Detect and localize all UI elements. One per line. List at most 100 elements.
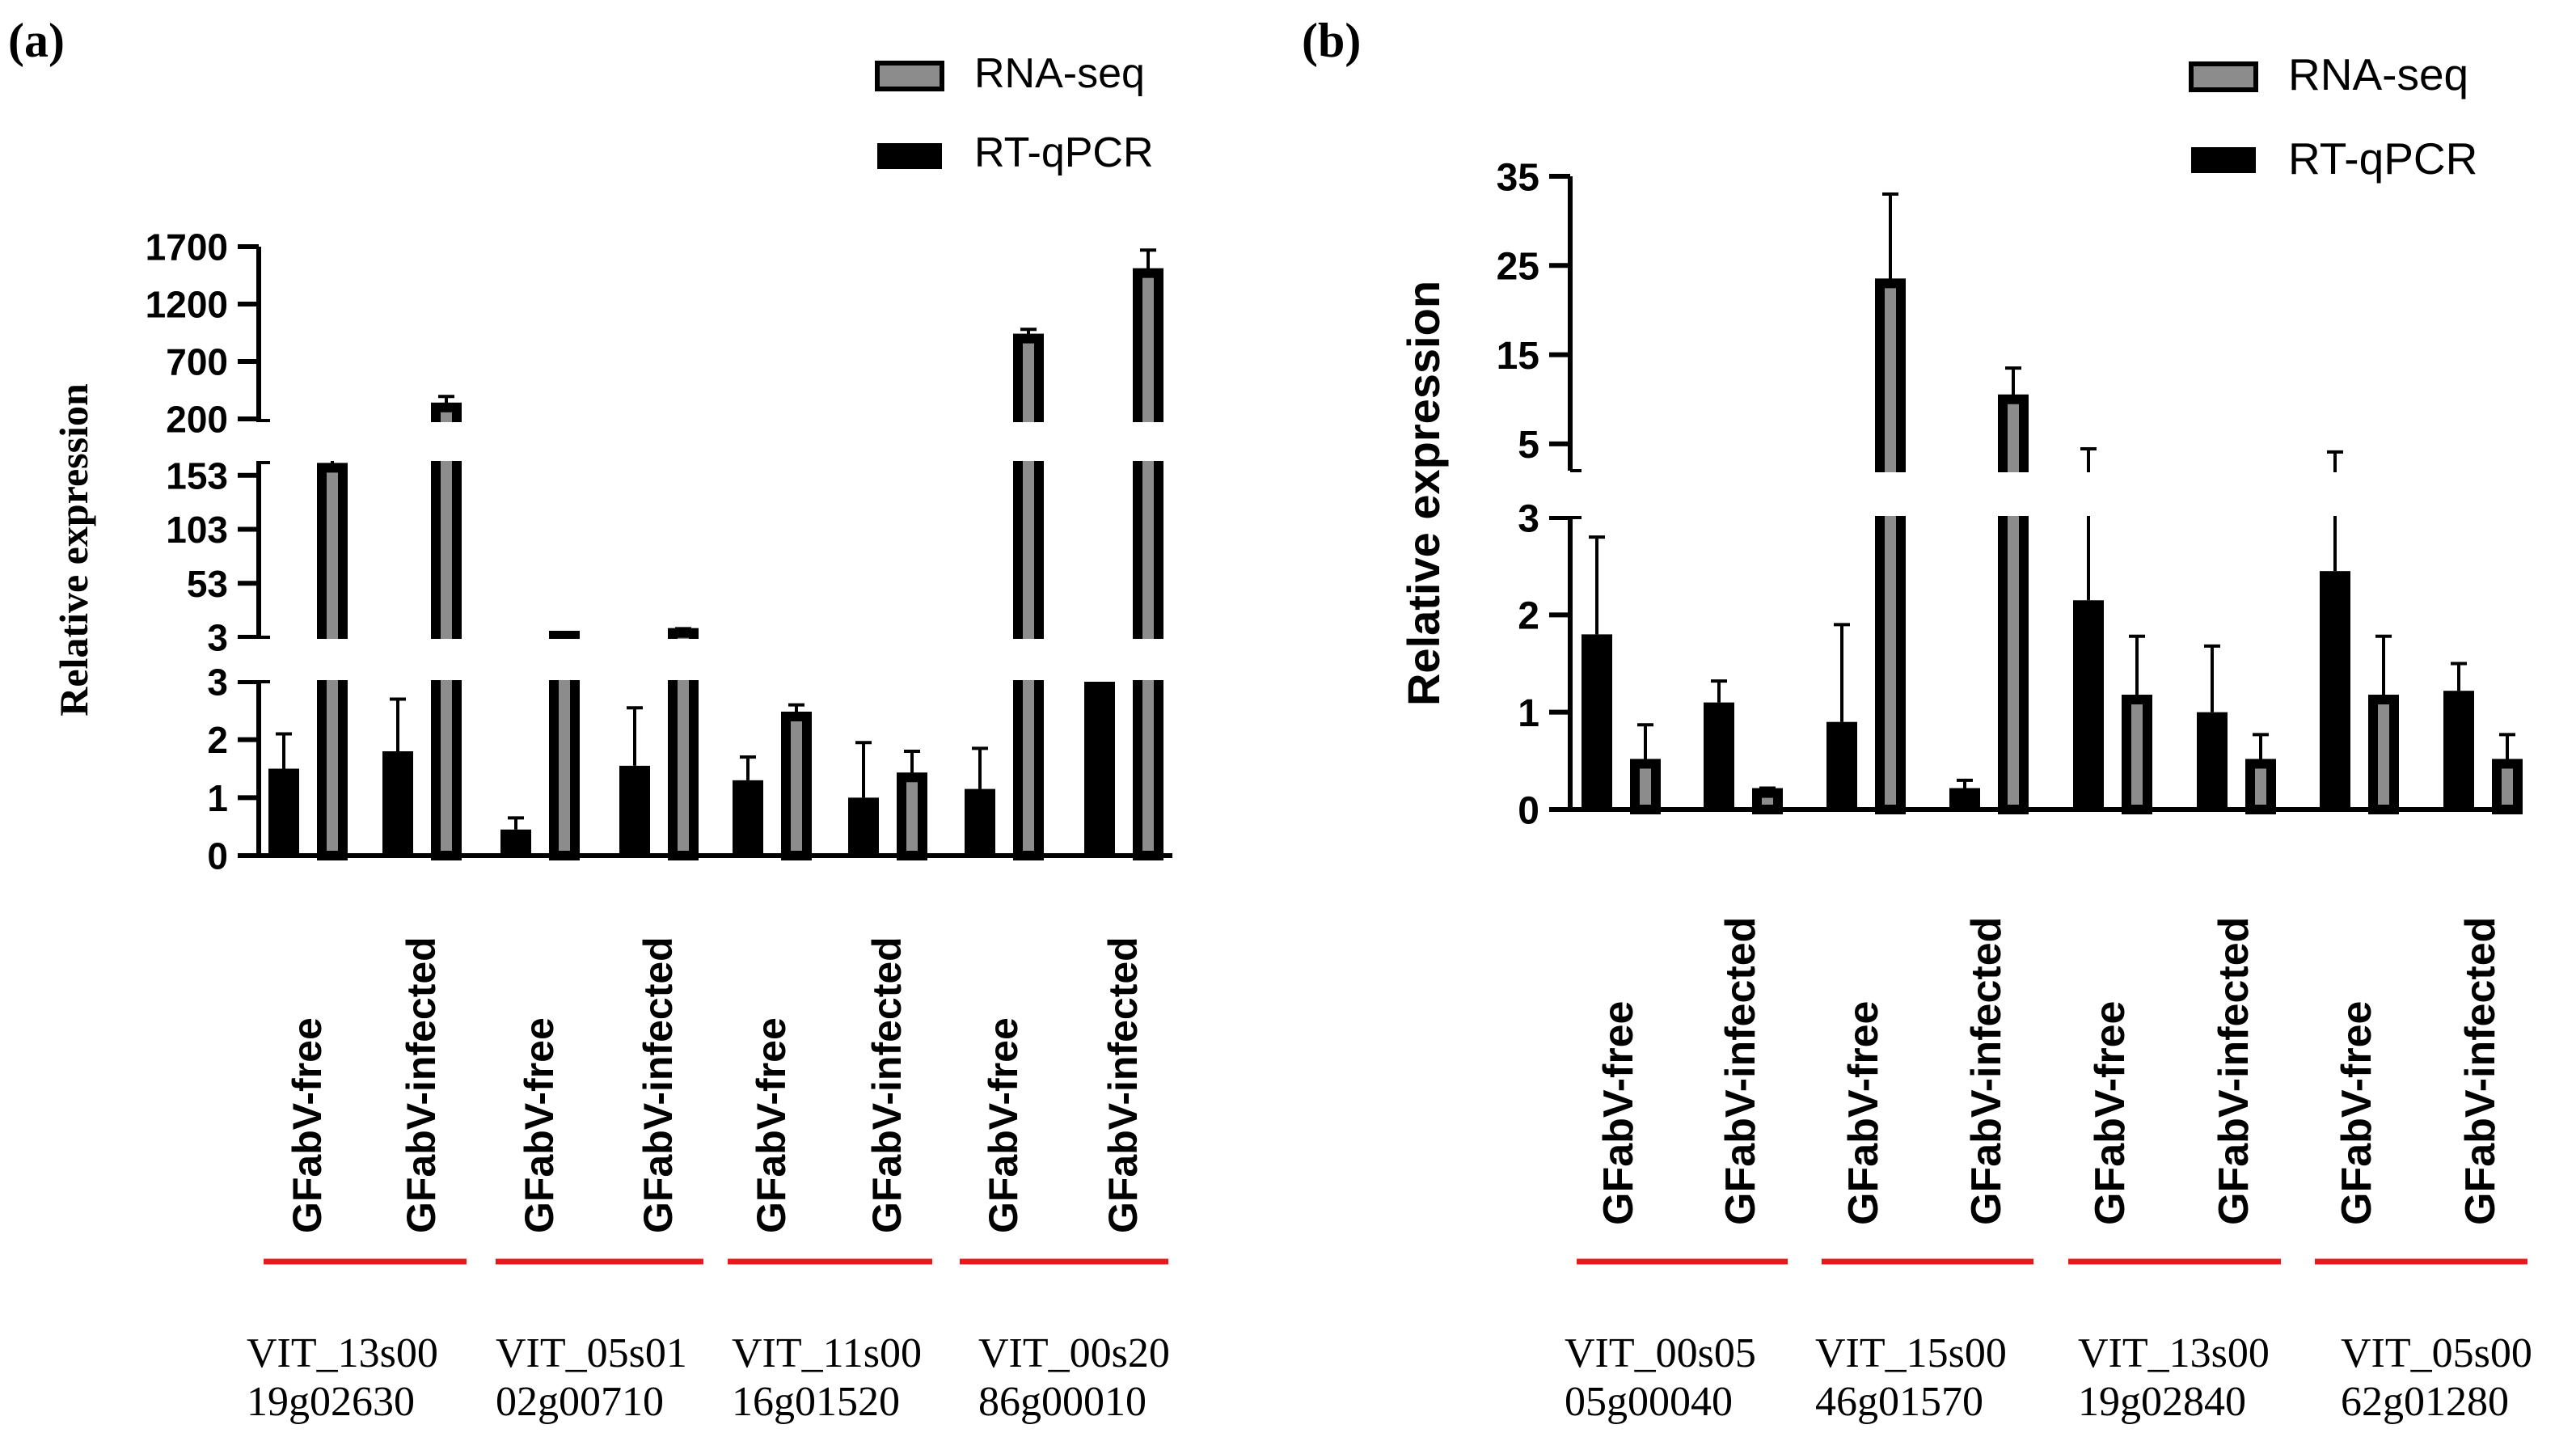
gene-label-line: 19g02630 (247, 1379, 415, 1425)
y-tick-label: 0 (1518, 789, 1539, 832)
bar-rna-seq (2368, 695, 2399, 814)
gene-label-line: VIT_11s00 (732, 1330, 922, 1376)
gene-label-line: 05g00040 (1565, 1379, 1733, 1425)
gene-label: VIT_13s00 19g02630 (247, 1330, 438, 1425)
y-tick-label: 103 (166, 509, 228, 551)
category-label: GFabV-infected (1963, 917, 2010, 1225)
bar-rna-seq (2245, 759, 2276, 815)
gene-label-line: 16g01520 (732, 1379, 900, 1425)
y-tick-label: 1700 (146, 226, 228, 268)
y-tick-label: 5 (1518, 424, 1539, 467)
panel-b-bars (1546, 192, 2523, 815)
y-tick-label: 200 (166, 399, 228, 441)
legend-rna-label: RNA-seq (2288, 49, 2468, 99)
bar-rt-qpcr (500, 829, 531, 856)
panel-b-label: (b) (1302, 14, 1361, 67)
gene-label-line: VIT_05s01 (496, 1330, 687, 1376)
legend-qpcr-swatch (877, 143, 942, 169)
category-label: GFabV-free (285, 1017, 330, 1233)
gene-label: VIT_00s05 05g00040 (1565, 1330, 1756, 1425)
y-tick-label: 35 (1497, 156, 1539, 199)
bar-rna-seq (1133, 268, 1163, 861)
y-tick-label: 153 (166, 454, 228, 497)
axis-break-gap (1546, 472, 2515, 516)
bar-rna-seq (1875, 278, 1906, 814)
panel-b-categories: GFabV-free GFabV-infected GFabV-free GFabV-… (1595, 917, 2504, 1225)
gene-label-line: VIT_13s00 (2078, 1330, 2270, 1376)
panel-a-legend: RNA-seq RT-qPCR (875, 50, 1154, 176)
category-label: GFabV-free (1840, 1001, 1887, 1225)
gene-label-line: VIT_00s05 (1565, 1330, 1756, 1376)
gene-label-line: 86g00010 (978, 1379, 1147, 1425)
bar-rt-qpcr (2197, 712, 2228, 810)
category-label: GFabV-infected (636, 936, 681, 1233)
panel-a-genes: VIT_13s00 19g02630 VIT_05s01 02g00710 VIT_11… (247, 1258, 1170, 1425)
category-label: GFabV-infected (1717, 917, 1764, 1225)
bar-rna-seq (1998, 394, 2029, 814)
bar-rna-seq (2492, 759, 2523, 815)
panel-a-axis: 0 1 2 33 53 103 153 200 700 1200 1700 (146, 226, 1172, 877)
bar-rt-qpcr (848, 797, 879, 856)
bar-rt-qpcr (619, 765, 650, 856)
gene-label-line: 46g01570 (1815, 1379, 1983, 1425)
gene-label: VIT_05s01 02g00710 (496, 1330, 687, 1425)
bar-rna-seq (897, 772, 927, 860)
bar-rt-qpcr (2073, 600, 2104, 810)
bar-rt-qpcr (1084, 682, 1115, 856)
category-label: GFabV-infected (399, 936, 444, 1233)
panel-b: (b) Relative expression RNA-seq RT-qPCR … (1302, 14, 2532, 1425)
gene-label: VIT_05s00 62g01280 (2341, 1330, 2532, 1425)
panel-a-categories: GFabV-free GFabV-infected GFabV-free GFabV-… (285, 936, 1146, 1233)
bar-rna-seq (1752, 788, 1783, 815)
category-label: GFabV-free (2087, 1001, 2134, 1225)
gene-label-line: 62g01280 (2341, 1379, 2509, 1425)
bar-rt-qpcr (268, 768, 299, 856)
bar-rna-seq (431, 402, 462, 860)
bar-rt-qpcr (382, 751, 413, 856)
bar-rna-seq (1630, 759, 1661, 815)
bar-rt-qpcr (1581, 634, 1612, 810)
category-label: GFabV-infected (1100, 936, 1146, 1233)
panel-a-ylabel: Relative expression (51, 383, 96, 717)
panel-b-genes: VIT_00s05 05g00040 VIT_15s00 46g01570 VIT_13… (1565, 1258, 2532, 1425)
gene-label-line: VIT_00s20 (978, 1330, 1170, 1376)
legend-qpcr-label: RT-qPCR (974, 129, 1154, 176)
gene-label-line: VIT_15s00 (1815, 1330, 2007, 1376)
gene-label: VIT_11s00 16g01520 (732, 1330, 922, 1425)
bar-rna-seq (781, 712, 812, 860)
panel-a-bars (234, 248, 1180, 861)
y-tick-label: 1200 (146, 284, 228, 326)
bar-rt-qpcr (2320, 571, 2350, 810)
y-tick-label: 3 (207, 617, 228, 659)
category-label: GFabV-free (981, 1017, 1026, 1233)
bar-rt-qpcr (965, 788, 995, 856)
gene-label-line: 02g00710 (496, 1379, 664, 1425)
category-label: GFabV-free (517, 1017, 562, 1233)
y-tick-label: 53 (187, 563, 228, 605)
panel-a-label: (a) (8, 14, 65, 67)
bar-rt-qpcr (1826, 721, 1857, 810)
legend-rna-swatch (2189, 61, 2258, 92)
legend-qpcr-swatch (2191, 147, 2256, 173)
axis-break-gap (234, 639, 1180, 680)
axis-break-gap (234, 422, 1180, 461)
legend-qpcr-label: RT-qPCR (2288, 133, 2477, 184)
bar-rt-qpcr (2443, 691, 2474, 810)
category-label: GFabV-infected (2211, 917, 2257, 1225)
category-label: GFabV-infected (2457, 917, 2504, 1225)
y-tick-label: 0 (207, 835, 228, 877)
y-tick-label: 2 (207, 719, 228, 761)
y-tick-label: 3 (1518, 497, 1539, 540)
gene-label-line: 19g02840 (2078, 1379, 2246, 1425)
category-label: GFabV-infected (864, 936, 910, 1233)
bar-rt-qpcr (1949, 788, 1980, 810)
panel-b-ylabel: Relative expression (1398, 281, 1449, 706)
gene-label-line: VIT_05s00 (2341, 1330, 2532, 1376)
y-tick-label: 700 (166, 341, 228, 383)
y-tick-label: 1 (1518, 692, 1539, 735)
gene-label-line: VIT_13s00 (247, 1330, 438, 1376)
gene-label: VIT_15s00 46g01570 (1815, 1330, 2007, 1425)
bar-rna-seq (2122, 695, 2152, 814)
panel-b-legend: RNA-seq RT-qPCR (2189, 49, 2477, 184)
category-label: GFabV-free (1595, 1001, 1642, 1225)
